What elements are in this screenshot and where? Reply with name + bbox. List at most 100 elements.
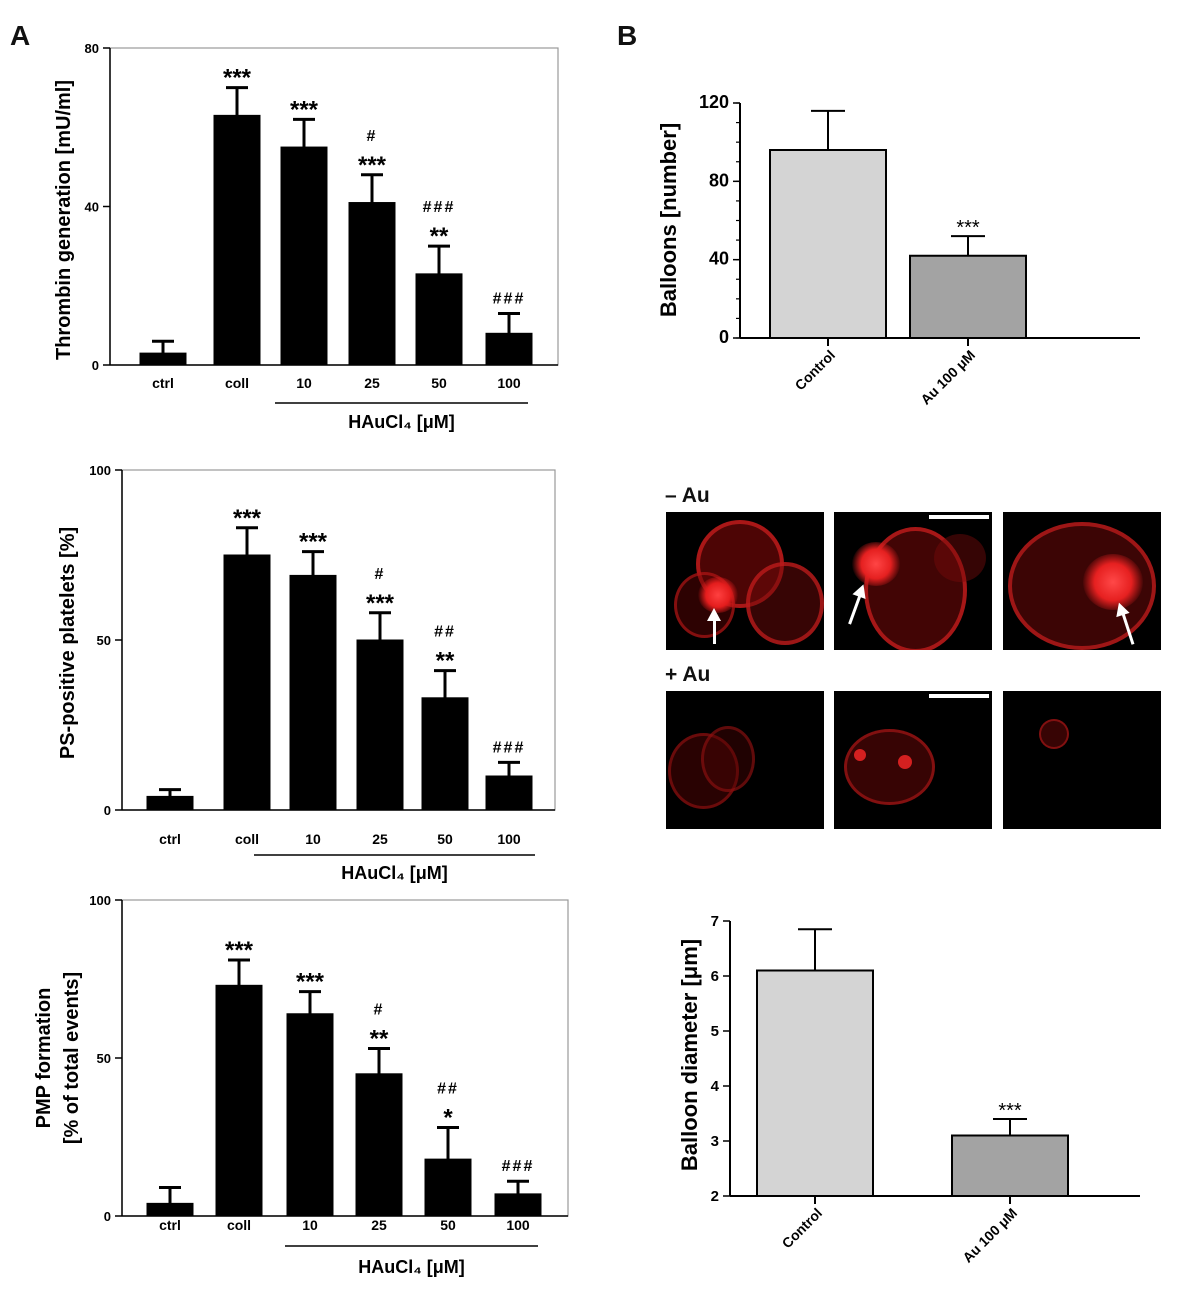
bar (223, 554, 271, 811)
y-tick-label: 5 (711, 1023, 719, 1040)
significance-label: *** (225, 937, 254, 964)
y-tick-label: 100 (89, 463, 111, 478)
scale-bar (929, 694, 989, 698)
plus-au-label: + Au (665, 663, 711, 686)
x-tick-label: Control (779, 1205, 826, 1252)
x-tick-label: Au 100 μM (959, 1205, 1020, 1266)
group-label: HAuCl₄ [μM] (348, 412, 455, 432)
x-tick-label: 50 (440, 1217, 456, 1233)
x-tick-label: 50 (437, 831, 453, 847)
bar (485, 775, 533, 811)
bar (146, 1202, 194, 1217)
significance-label: *** (299, 529, 328, 556)
bar (286, 1013, 334, 1217)
bar (485, 332, 533, 366)
x-tick-label: 25 (372, 831, 388, 847)
y-axis-label: Balloon diameter [μm] (677, 939, 702, 1171)
bar (215, 984, 263, 1217)
bar (348, 202, 396, 366)
significance-label: *** (223, 65, 252, 92)
x-tick-label: 25 (371, 1217, 387, 1233)
x-tick-label: coll (235, 831, 259, 847)
significance-label: ** (430, 223, 449, 250)
micro-minus-au-1 (666, 512, 824, 650)
x-tick-label: coll (227, 1217, 251, 1233)
micro-plus-au-2 (834, 691, 992, 829)
significance-label: ### (423, 199, 456, 216)
x-tick-label: 100 (497, 375, 521, 391)
group-label: HAuCl₄ [μM] (358, 1257, 465, 1277)
x-tick-label: 10 (305, 831, 321, 847)
y-tick-label: 2 (711, 1188, 719, 1205)
bar (355, 1073, 403, 1217)
y-tick-label: 50 (97, 633, 111, 648)
x-tick-label: 100 (506, 1217, 530, 1233)
x-tick-label: 50 (431, 375, 447, 391)
bar (756, 969, 874, 1197)
thrombin-generation-chart: 0 40 80 Thrombin generation [mU/ml] ctrl *** c… (53, 41, 559, 432)
significance-label: *** (290, 96, 319, 123)
y-axis-label-2: [% of total events] (61, 972, 83, 1144)
y-tick-label: 80 (85, 41, 99, 56)
significance-label: ** (370, 1026, 389, 1053)
x-tick-label: Control (792, 347, 839, 394)
scale-bar (929, 515, 989, 519)
bar (139, 352, 187, 366)
significance-label: *** (956, 217, 980, 239)
significance-label: ### (493, 290, 526, 307)
y-tick-label: 50 (97, 1051, 111, 1066)
y-tick-label: 3 (711, 1133, 719, 1150)
significance-label: ## (434, 624, 456, 641)
x-tick-label: ctrl (159, 831, 181, 847)
bar (146, 795, 194, 811)
y-tick-label: 4 (711, 1078, 720, 1095)
x-tick-label: ctrl (159, 1217, 181, 1233)
bar (909, 254, 1027, 339)
significance-label: ### (493, 739, 526, 756)
significance-label: # (367, 128, 378, 145)
plot-frame (121, 469, 556, 811)
y-axis-label: Balloons [number] (656, 123, 681, 317)
y-tick-label: 0 (104, 1209, 111, 1224)
group-label: HAuCl₄ [μM] (341, 863, 448, 883)
y-tick-label: 100 (89, 893, 111, 908)
balloons-number-chart: 0 40 80 120 Balloons [number] Control *** Au 10… (656, 92, 1140, 408)
x-tick-label: Au 100 μM (917, 347, 978, 408)
x-tick-label: 100 (497, 831, 521, 847)
significance-label: *** (296, 969, 325, 996)
y-tick-label: 0 (719, 327, 729, 347)
bar (213, 114, 261, 366)
significance-label: * (443, 1105, 453, 1132)
bar (769, 149, 887, 339)
y-tick-label: 80 (709, 170, 729, 190)
y-tick-label: 40 (709, 249, 729, 269)
significance-label: ** (436, 648, 455, 675)
minus-au-label: – Au (665, 484, 710, 507)
significance-label: *** (358, 152, 387, 179)
y-axis-label: PS-positive platelets [%] (57, 527, 79, 759)
y-tick-label: 120 (699, 92, 729, 112)
significance-label: *** (366, 590, 395, 617)
ps-positive-platelets-chart: 0 50 100 PS-positive platelets [%] ctrl *** co… (57, 463, 556, 883)
y-tick-label: 6 (711, 968, 719, 985)
x-tick-label: 25 (364, 375, 380, 391)
significance-label: *** (233, 505, 262, 532)
x-tick-label: ctrl (152, 375, 174, 391)
panel-label-b: B (617, 20, 638, 51)
bar (289, 574, 337, 811)
significance-label: *** (998, 1100, 1022, 1122)
micro-plus-au-3 (1003, 691, 1161, 829)
y-axis-label: Thrombin generation [mU/ml] (53, 80, 75, 360)
y-tick-label: 7 (711, 913, 719, 930)
x-tick-label: 10 (296, 375, 312, 391)
pmp-formation-chart: 0 50 100 PMP formation [% of total events] ct… (33, 893, 569, 1277)
bar (421, 697, 469, 811)
plot-frame (109, 47, 559, 366)
bar (951, 1134, 1069, 1197)
balloon-diameter-chart: 2 3 4 5 6 7 Balloon diameter [μm] Control *** Au … (677, 913, 1140, 1266)
micro-minus-au-3 (1003, 512, 1161, 650)
bar (494, 1193, 542, 1217)
significance-label: ### (502, 1158, 535, 1175)
y-tick-label: 0 (104, 803, 111, 818)
arrow-icon (707, 608, 721, 644)
